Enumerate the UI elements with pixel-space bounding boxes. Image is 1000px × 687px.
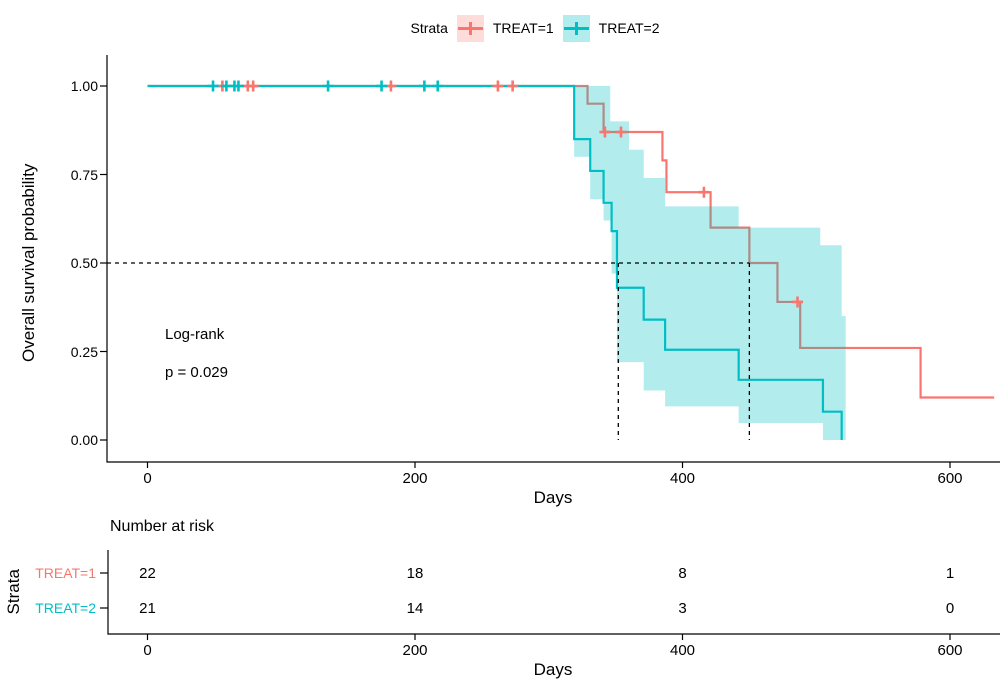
legend: Strata TREAT=1 TREAT=2 [0,13,1000,43]
censor-mark-treat=2 [418,80,430,92]
plot-axes [106,55,1000,463]
censor-mark-treat=2 [207,80,219,92]
km-curve-treat2 [147,84,843,440]
censor-mark-treat=1 [698,186,710,198]
legend-label-treat=2: TREAT=2 [598,20,660,36]
censor-mark-treat=1 [599,126,611,138]
censor-mark-treat=2 [432,80,444,92]
km-curve-treat1 [147,84,995,399]
plus-icon [574,21,578,35]
risk-table-axes [107,550,1000,635]
legend-title: Strata [410,20,448,36]
legend-label-treat=1: TREAT=1 [492,20,554,36]
censor-mark-treat=1 [615,126,627,138]
censor-mark-treat=1 [492,80,504,92]
censor-mark-treat=1 [247,80,259,92]
censor-mark-treat=2 [232,80,244,92]
legend-key-treat=2 [562,14,590,42]
censor-mark-treat=1 [507,80,519,92]
plus-icon [468,21,472,35]
censor-mark-treat=2 [376,80,388,92]
censor-mark-treat=1 [385,80,397,92]
censor-mark-treat=1 [792,296,804,308]
censor-mark-treat=2 [322,80,334,92]
legend-key-treat=1 [456,14,484,42]
